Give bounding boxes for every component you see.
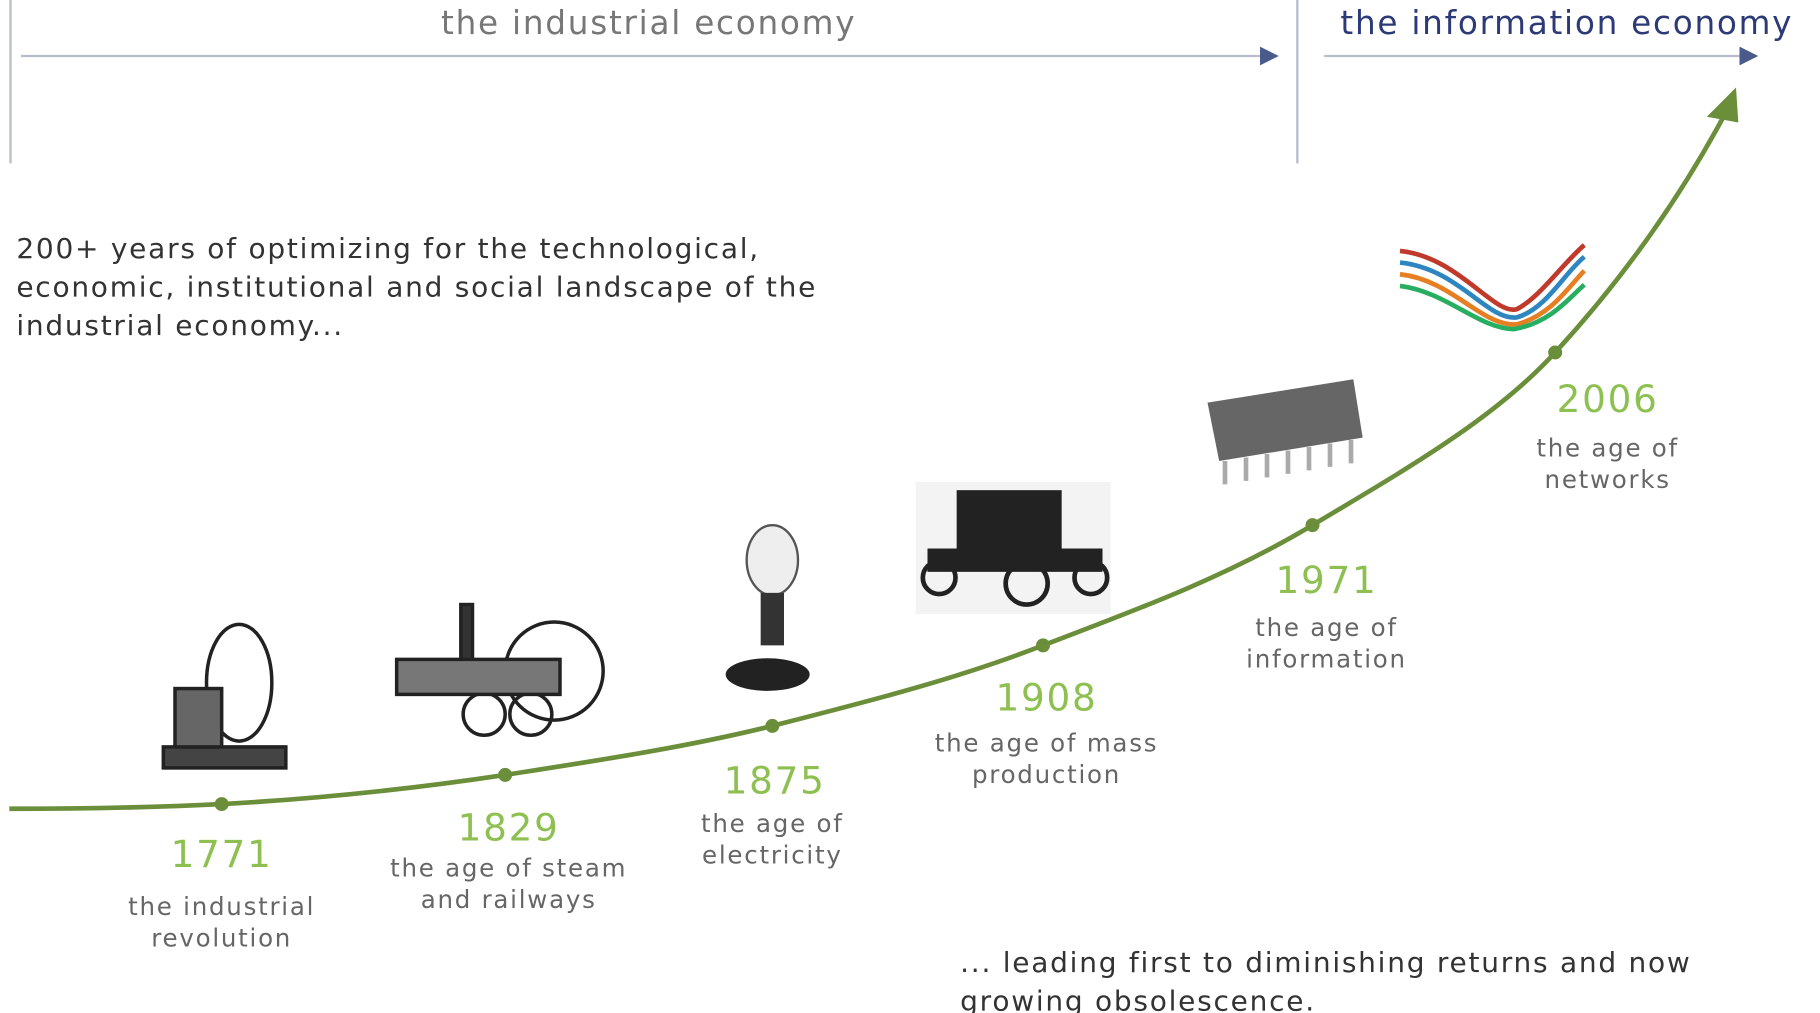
milestone-label: production [972,760,1121,789]
intro-line: economic, institutional and social lands… [16,270,817,303]
growth-curve [9,111,1726,809]
dot [1548,345,1562,359]
milestone-label: the age of [1536,433,1679,462]
milestone-label: the age of [701,809,844,838]
diagram: the industrial economy the information e… [0,0,1820,1013]
car-icon [916,482,1111,614]
year: 1829 [458,805,560,849]
year: 1771 [171,832,273,876]
year: 1875 [724,759,826,803]
engine-icon [163,624,286,768]
milestone-label: the age of [1255,613,1398,642]
milestone-label: the age of steam [390,853,627,882]
intro-line: 200+ years of optimizing for the technol… [16,232,760,265]
outro-line: ... leading first to diminishing returns… [960,946,1691,979]
curve-arrowhead [1707,88,1739,123]
milestones: 1771 the industrial revolution 1829 the … [128,377,1679,953]
year: 1908 [996,676,1098,720]
milestone-label: networks [1545,465,1671,494]
dot [1036,638,1050,652]
milestone-label: electricity [702,841,843,870]
dot [765,719,779,733]
chip-icon [1208,379,1363,484]
cable-icon [1400,245,1584,329]
intro-line: industrial economy... [16,309,344,342]
milestone-label: the age of mass [935,729,1158,758]
year: 2006 [1557,377,1659,421]
dot [215,797,229,811]
year: 1971 [1276,558,1378,602]
milestone-label: revolution [151,923,292,952]
outro-line: growing obsolescence. [960,985,1316,1013]
milestone-label: the industrial [128,892,315,921]
milestone-label: and railways [421,885,597,914]
locomotive-icon [397,605,604,736]
dot [498,768,512,782]
milestone-label: information [1246,645,1407,674]
era-title: the industrial economy [441,4,856,42]
era-title: the information economy [1340,4,1793,42]
dot [1306,518,1320,532]
bulb-icon [726,525,810,691]
page: the industrial economy the information e… [0,0,1820,1013]
